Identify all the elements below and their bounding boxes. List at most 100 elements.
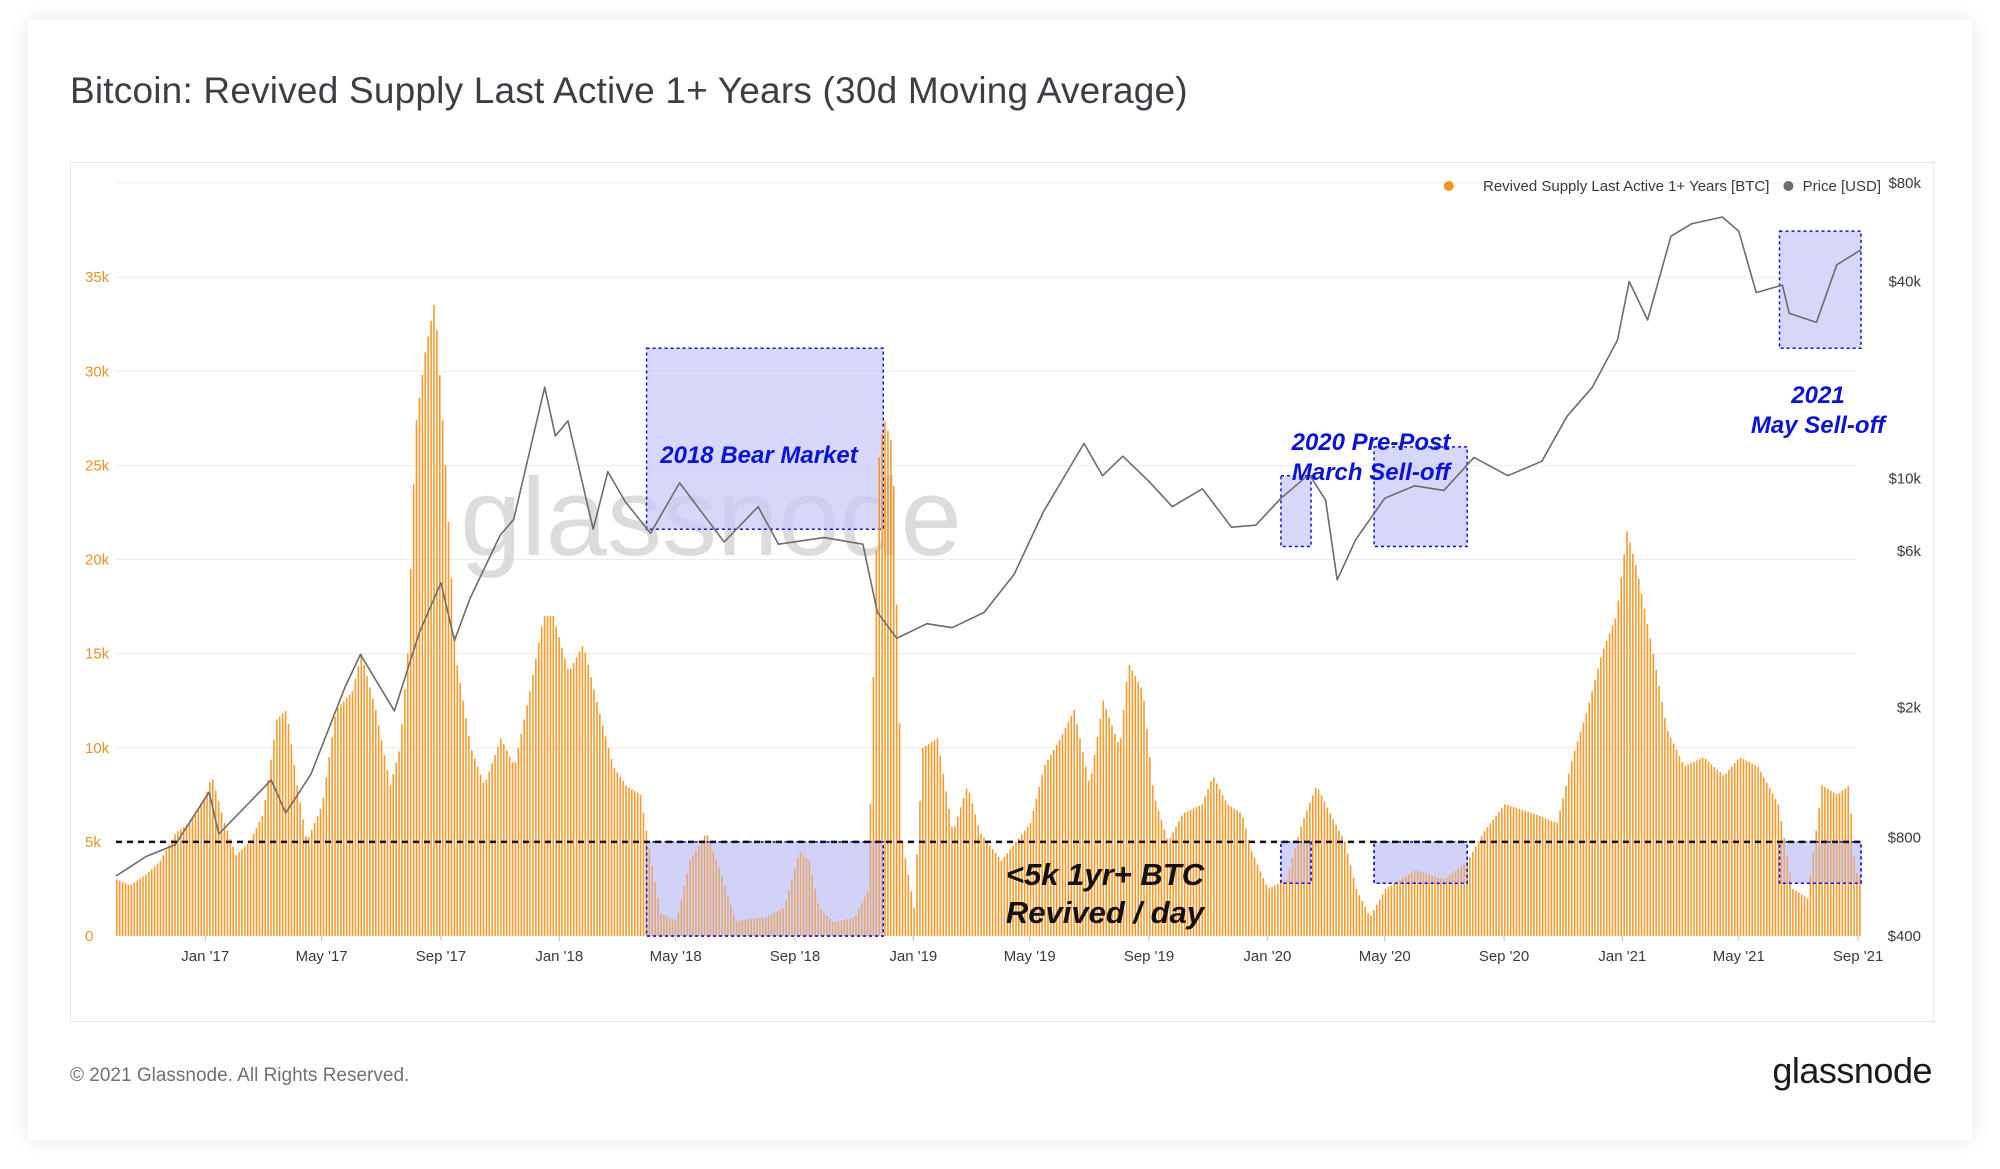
supply-bar (1818, 807, 1820, 936)
supply-bar (1015, 841, 1017, 936)
supply-bar (843, 919, 846, 936)
supply-bar (788, 890, 790, 936)
supply-bar (799, 852, 802, 936)
supply-bar (430, 320, 432, 936)
annotation-box-overlay-0 (645, 841, 885, 937)
supply-bar (255, 827, 258, 936)
supply-bar (837, 921, 840, 936)
supply-bar (1320, 795, 1323, 936)
supply-bar (258, 821, 261, 936)
supply-bar (296, 785, 299, 936)
supply-bar (1541, 817, 1544, 936)
supply-bar (1285, 879, 1288, 936)
supply-bar (700, 840, 703, 936)
supply-bar (607, 747, 610, 936)
supply-bar (1690, 763, 1692, 936)
supply-bar (1725, 773, 1727, 936)
supply-bar (727, 895, 729, 936)
supply-bar (796, 858, 799, 936)
supply-bar (1163, 829, 1166, 936)
supply-bar (1023, 830, 1026, 936)
supply-bar (887, 430, 889, 936)
supply-bar (569, 668, 572, 936)
supply-bar (1355, 888, 1358, 936)
annotation-label-3-0: 2021 (1790, 382, 1844, 409)
supply-bar (1495, 815, 1497, 936)
supply-bar (709, 843, 712, 936)
supply-bar (1547, 819, 1550, 936)
supply-bar (374, 710, 377, 936)
supply-bar (1719, 772, 1721, 936)
supply-bar (866, 890, 869, 936)
supply-bar (564, 658, 566, 936)
supply-bar (148, 871, 150, 936)
supply-bar (820, 909, 822, 936)
supply-bar (1506, 805, 1509, 936)
supply-bar (1119, 738, 1122, 936)
supply-bar (1463, 863, 1465, 936)
supply-bar (724, 885, 726, 936)
supply-bar (988, 845, 991, 936)
supply-bar (1643, 608, 1646, 936)
supply-bar (1594, 679, 1596, 936)
supply-bar (695, 850, 697, 936)
supply-bar (1600, 657, 1602, 936)
glassnode-logo[interactable]: glassnode (1772, 1050, 1932, 1091)
supply-bar (270, 759, 272, 936)
supply-bar (1844, 788, 1847, 936)
supply-bar (1509, 806, 1512, 936)
supply-bar (473, 758, 476, 936)
supply-bar (1626, 531, 1628, 936)
supply-bar (1044, 764, 1046, 936)
supply-bar (471, 750, 473, 936)
supply-bar (1629, 542, 1631, 936)
supply-bar (1410, 872, 1413, 936)
supply-bar (1082, 752, 1084, 936)
supply-bar (1617, 600, 1620, 936)
supply-bar (895, 604, 898, 936)
supply-bar (1408, 874, 1410, 936)
supply-bar (852, 917, 854, 936)
supply-bar (1640, 593, 1643, 936)
supply-bar (1189, 809, 1192, 936)
supply-bar (826, 915, 828, 936)
supply-bar (1832, 792, 1835, 936)
supply-bar (1277, 883, 1279, 936)
supply-bar (1309, 802, 1311, 936)
supply-bar (616, 772, 619, 936)
supply-bar (1437, 877, 1439, 936)
supply-bar (508, 756, 511, 936)
supply-bar (834, 922, 837, 936)
x-tick-label: Sep '21 (1833, 948, 1883, 965)
supply-bar (1699, 759, 1701, 936)
y-left-tick-label: 0 (85, 928, 93, 945)
supply-bar (808, 860, 811, 936)
supply-bar (1658, 685, 1660, 936)
supply-bar (1247, 839, 1250, 936)
supply-bar (1786, 855, 1788, 936)
supply-bar (738, 920, 741, 936)
supply-bar (1713, 767, 1716, 936)
supply-bar (1783, 838, 1786, 936)
supply-bar (1306, 810, 1308, 936)
supply-bar (1140, 687, 1142, 936)
supply-bar (1279, 882, 1282, 936)
legend-swatch (1443, 181, 1454, 191)
supply-bar (1009, 849, 1011, 936)
supply-bar (858, 909, 860, 936)
x-tick-label: Sep '20 (1479, 948, 1529, 965)
x-tick-label: Sep '17 (416, 948, 466, 965)
supply-bar (345, 697, 348, 936)
supply-bar (924, 745, 927, 936)
supply-bar (1492, 819, 1495, 936)
supply-bar (1521, 809, 1524, 936)
supply-bar (436, 329, 438, 936)
supply-bar (1527, 811, 1529, 936)
supply-bar (962, 797, 965, 936)
supply-bar (1122, 710, 1125, 936)
y-left-tick-label: 35k (85, 269, 110, 286)
supply-bar (1591, 691, 1593, 936)
supply-bar (625, 785, 627, 936)
supply-bar (1358, 894, 1361, 936)
supply-bar (1710, 764, 1713, 936)
